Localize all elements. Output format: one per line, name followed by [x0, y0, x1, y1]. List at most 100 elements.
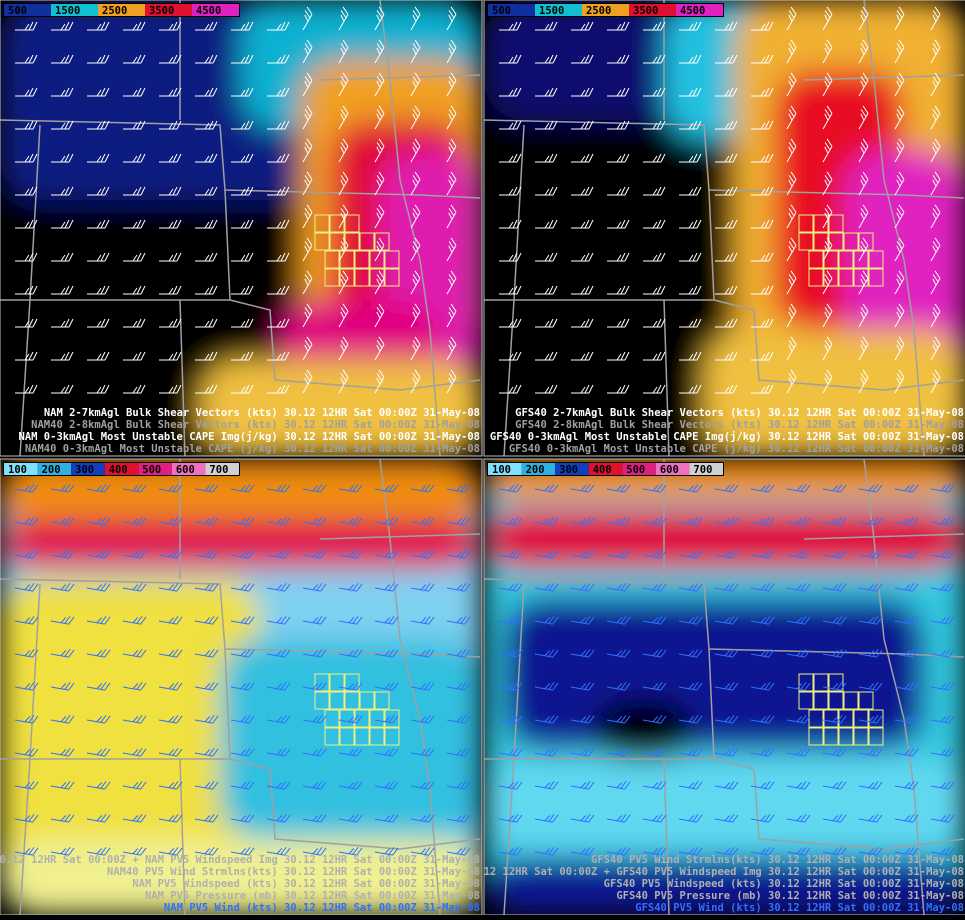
barb-shaft [50, 582, 75, 592]
field-region [220, 639, 482, 839]
colorbar-label: 600 [660, 464, 679, 476]
barb-shaft [194, 813, 219, 823]
colorbar-swatch [622, 463, 656, 475]
wind-barb [51, 153, 74, 163]
barb-shaft [159, 153, 182, 163]
barb-shaft [750, 549, 775, 559]
wind-barb [822, 270, 833, 295]
wind-barb [14, 648, 39, 658]
field-region [200, 360, 482, 456]
wind-barb [230, 714, 255, 724]
wind-barb [266, 714, 291, 724]
wind-barb [158, 846, 183, 856]
barb-shaft [894, 483, 919, 493]
field-region [0, 459, 482, 529]
wind-barb [374, 204, 385, 229]
colorbar-swatch [98, 4, 145, 16]
barb-shaft [446, 171, 457, 196]
barb-shaft [750, 780, 775, 790]
wind-barb [123, 54, 146, 64]
barb-shaft [446, 369, 457, 394]
barb-shaft [410, 270, 421, 295]
barb-shaft [338, 369, 349, 394]
barb-shaft [231, 120, 254, 130]
wind-barb [374, 171, 385, 196]
wind-barb [499, 153, 522, 163]
barb-shaft [374, 204, 385, 229]
colorbar-label: 600 [176, 464, 195, 476]
wind-barb [642, 615, 667, 625]
barb-shaft [606, 681, 631, 691]
barb-shaft [822, 582, 847, 592]
county-outline [329, 214, 345, 233]
field-region [484, 759, 965, 849]
wind-barb [159, 219, 182, 229]
wind-barb [786, 270, 797, 295]
barb-shaft [822, 780, 847, 790]
barb-shaft [15, 285, 38, 295]
wind-barb [571, 285, 594, 295]
county-outline [808, 709, 824, 728]
barb-shaft [195, 351, 218, 361]
barb-shaft [267, 252, 290, 262]
wind-barb [374, 780, 399, 790]
barb-shaft [570, 648, 595, 658]
wind-barb [446, 483, 471, 493]
barb-shaft [51, 21, 74, 31]
barb-shaft [498, 582, 523, 592]
barb-shaft [50, 681, 75, 691]
wind-barb [570, 813, 595, 823]
barb-shaft [374, 516, 399, 526]
barb-shaft [643, 21, 666, 31]
barb-shaft [374, 846, 399, 856]
wind-barb [534, 714, 559, 724]
wind-barb [606, 582, 631, 592]
barb-shaft [302, 237, 313, 262]
wind-barb [570, 615, 595, 625]
wind-barb [499, 285, 522, 295]
barb-shaft [571, 384, 594, 394]
wind-barb [534, 615, 559, 625]
barb-shaft [122, 483, 147, 493]
wind-barb [750, 813, 775, 823]
wind-barb [302, 813, 327, 823]
barb-shaft [786, 516, 811, 526]
wind-barb [822, 336, 833, 361]
wind-barb [159, 54, 182, 64]
wind-barb [123, 351, 146, 361]
barb-shaft [894, 171, 905, 196]
wind-barb [87, 21, 110, 31]
barb-shaft [51, 54, 74, 64]
wind-barb [159, 351, 182, 361]
wind-barb [446, 138, 457, 163]
wind-barb [267, 219, 290, 229]
barb-shaft [822, 105, 833, 130]
barb-shaft [302, 615, 327, 625]
barb-shaft [123, 252, 146, 262]
wind-barb [570, 747, 595, 757]
wind-barb [714, 846, 739, 856]
wind-barb [338, 204, 349, 229]
wind-barb [858, 483, 883, 493]
colorbar-label: 300 [75, 464, 94, 476]
barb-shaft [786, 681, 811, 691]
colorbar-label: 700 [693, 464, 712, 476]
legend-line: NAM40 PV5 Wind Strmlns(kts) 30.12 12HR S… [107, 866, 480, 878]
wind-barb [679, 21, 702, 31]
wind-barb [123, 252, 146, 262]
barb-shaft [15, 318, 38, 328]
wind-barb [678, 483, 703, 493]
barb-shaft [894, 582, 919, 592]
barb-shaft [231, 219, 254, 229]
wind-barb [158, 483, 183, 493]
county-outline [344, 691, 360, 710]
barb-shaft [535, 186, 558, 196]
wind-barb [822, 369, 833, 394]
wind-barb [499, 87, 522, 97]
barb-shaft [195, 21, 218, 31]
wind-barb [894, 582, 919, 592]
wind-barb [822, 681, 847, 691]
wind-barb [158, 648, 183, 658]
wind-barb [679, 351, 702, 361]
wind-barb [822, 615, 847, 625]
